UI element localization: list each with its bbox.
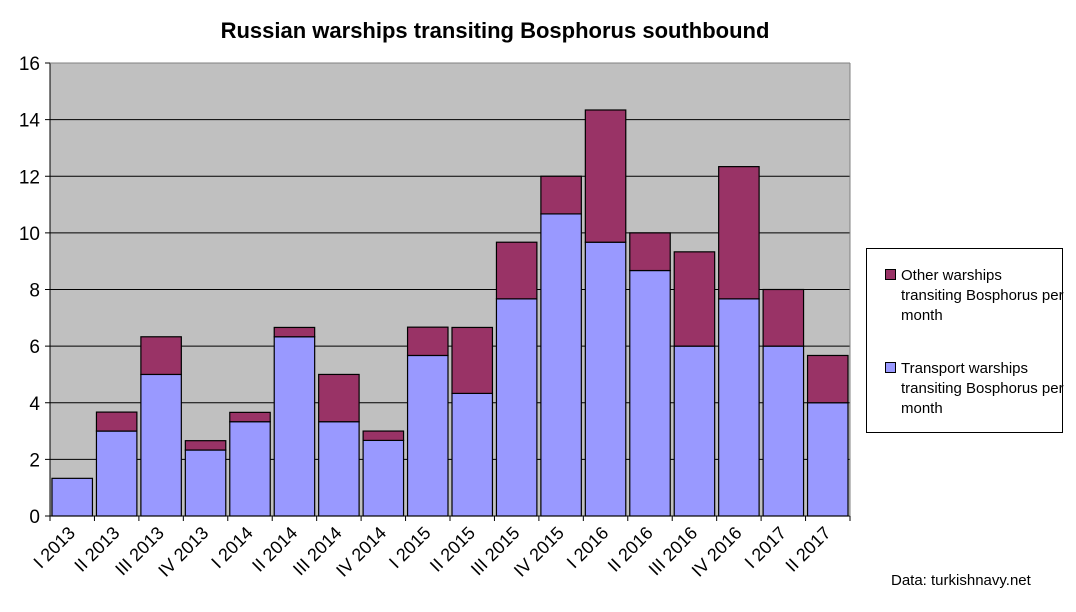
bar-segment bbox=[273, 336, 316, 517]
bar-segment bbox=[95, 411, 138, 432]
x-tick-label: I 2014 bbox=[207, 523, 257, 573]
bar-segment bbox=[806, 402, 849, 517]
legend-swatch-other bbox=[885, 269, 896, 280]
bar-segment bbox=[540, 175, 582, 215]
bar-segment bbox=[229, 411, 271, 423]
x-tick-label: IV 2016 bbox=[688, 523, 746, 581]
bar-segment bbox=[762, 345, 805, 517]
bar-segment bbox=[451, 326, 494, 395]
source-note: Data: turkishnavy.net bbox=[891, 572, 1031, 589]
x-tick-label: I 2013 bbox=[30, 523, 80, 573]
bar-segment bbox=[406, 354, 449, 517]
bar-segment bbox=[229, 421, 271, 517]
bar-segment bbox=[140, 336, 182, 376]
y-tick-label: 10 bbox=[19, 224, 40, 245]
bar-segment bbox=[718, 166, 760, 300]
bar-segment bbox=[362, 439, 405, 517]
y-tick-label: 6 bbox=[29, 337, 40, 358]
bar-segment bbox=[540, 213, 582, 517]
bar-segment bbox=[629, 269, 671, 517]
x-tick-label: IV 2015 bbox=[510, 523, 568, 581]
x-tick-label: I 2016 bbox=[563, 523, 613, 573]
bar-segment bbox=[362, 430, 405, 442]
bar-segment bbox=[718, 298, 760, 517]
x-tick-label: IV 2013 bbox=[154, 523, 212, 581]
bar-segment bbox=[95, 430, 138, 517]
bar-segment bbox=[318, 373, 360, 423]
bar-segment bbox=[406, 326, 449, 357]
bar-segment bbox=[184, 449, 227, 517]
bar-segment bbox=[673, 345, 716, 517]
bar-segment bbox=[629, 232, 671, 272]
bar-segment bbox=[495, 298, 538, 517]
x-tick-label: I 2017 bbox=[741, 523, 791, 573]
legend-label-other: Other warships transiting Bosphorus per … bbox=[901, 267, 1064, 324]
bar-segment bbox=[184, 440, 227, 451]
chart-title: Russian warships transiting Bosphorus so… bbox=[220, 18, 770, 43]
bar-segment bbox=[51, 477, 94, 517]
y-tick-label: 0 bbox=[29, 507, 40, 528]
y-tick-labels: 0 2 4 6 8 10 12 14 16 bbox=[19, 54, 50, 528]
bar-segment bbox=[140, 373, 182, 517]
y-tick-label: 16 bbox=[19, 54, 40, 75]
bar-segment bbox=[806, 354, 849, 404]
y-tick-label: 2 bbox=[29, 450, 40, 471]
y-tick-label: 14 bbox=[19, 111, 41, 132]
bar-segment bbox=[584, 109, 627, 243]
y-tick-label: 8 bbox=[29, 281, 40, 302]
bar-segment bbox=[495, 241, 538, 300]
y-tick-label: 12 bbox=[19, 167, 40, 188]
legend-label-transport: Transport warships transiting Bosphorus … bbox=[901, 360, 1064, 417]
bar-segment bbox=[762, 288, 805, 347]
bars bbox=[51, 109, 849, 517]
legend-swatch-transport bbox=[885, 362, 896, 373]
x-tick-label: II 2017 bbox=[782, 523, 835, 576]
x-tick-label: I 2015 bbox=[385, 523, 435, 573]
bar-segment bbox=[318, 421, 360, 517]
x-tick-label: IV 2014 bbox=[332, 523, 390, 581]
bar-segment bbox=[584, 241, 627, 517]
bar-segment bbox=[273, 326, 316, 338]
bar-segment bbox=[451, 392, 494, 517]
legend: Other warships transiting Bosphorus per … bbox=[866, 248, 1064, 433]
bar-segment bbox=[673, 251, 716, 347]
y-tick-label: 4 bbox=[29, 394, 40, 415]
